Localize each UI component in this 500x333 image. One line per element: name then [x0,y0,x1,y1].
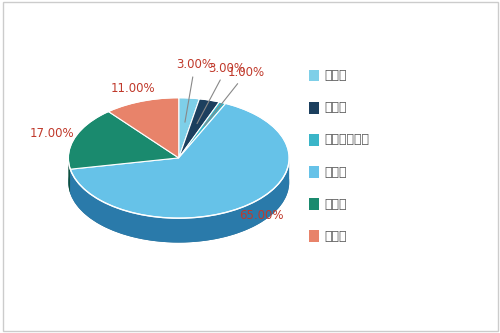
Text: 气冷堆: 气冷堆 [325,102,347,115]
Text: 沸水堆: 沸水堆 [325,197,347,210]
Text: 3.00%: 3.00% [176,58,214,122]
Polygon shape [70,160,289,242]
Text: 压水堆: 压水堆 [325,166,347,178]
Bar [308,166,320,177]
Text: 重水堆: 重水堆 [325,230,347,243]
Bar [308,102,320,114]
Ellipse shape [68,122,289,242]
Polygon shape [68,112,179,169]
Bar [308,198,320,210]
Text: 17.00%: 17.00% [30,127,74,140]
Text: 65.00%: 65.00% [239,209,284,222]
Bar [308,134,320,146]
Polygon shape [70,103,289,218]
Text: 1.00%: 1.00% [204,66,266,125]
Polygon shape [179,102,226,158]
Text: 11.00%: 11.00% [111,82,156,95]
Text: 水冷堆: 水冷堆 [325,69,347,82]
Polygon shape [70,158,179,193]
Text: 3.00%: 3.00% [197,62,245,124]
Bar [308,70,320,82]
Bar [308,230,320,242]
Polygon shape [108,98,179,158]
Polygon shape [179,99,220,158]
Polygon shape [68,158,70,193]
Text: 快中子反应堆: 快中子反应堆 [325,134,370,147]
Polygon shape [179,98,200,158]
Polygon shape [70,158,179,193]
